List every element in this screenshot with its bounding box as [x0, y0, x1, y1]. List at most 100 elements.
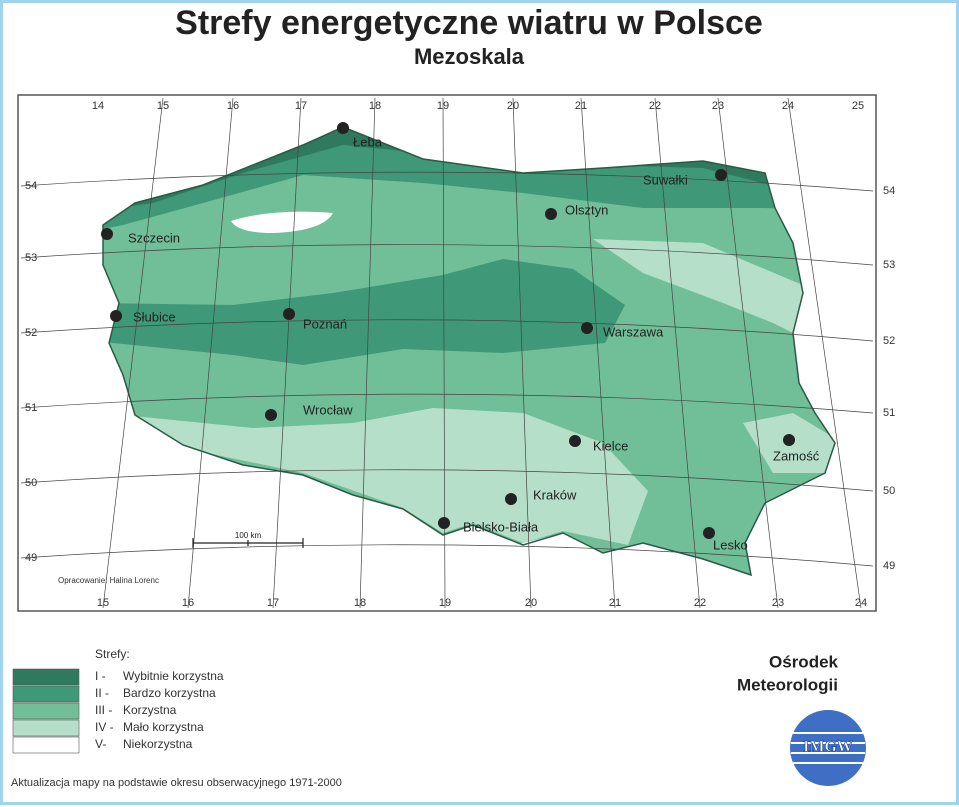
legend-code: II -	[95, 686, 109, 700]
map: 14 15 16 17 18 19 20 21 22 23 24 25 15 16 17 18 19 20 21 22…	[20, 97, 895, 609]
city-label: Warszawa	[603, 324, 664, 339]
city-dot	[783, 434, 795, 446]
longitude-label: 23	[712, 100, 724, 112]
meridian	[272, 97, 302, 609]
latitude-label: 49	[25, 552, 37, 564]
latitude-label: 50	[25, 477, 37, 489]
meridian	[654, 97, 701, 609]
city-label: Poznań	[303, 316, 347, 331]
city-label: Olsztyn	[565, 202, 608, 217]
parallel	[20, 244, 874, 266]
city-dot	[505, 493, 517, 505]
city-dot	[265, 409, 277, 421]
city-label: Suwałki	[643, 172, 688, 187]
meridian	[187, 97, 234, 609]
legend-swatch	[12, 685, 80, 703]
longitude-label: 16	[227, 100, 239, 112]
latitude-label: 53	[25, 252, 37, 264]
city-label: Łeba	[353, 134, 383, 149]
longitude-label: 15	[157, 100, 169, 112]
map-figure: Strefy energetyczne wiatru w Polsce Mezo…	[11, 4, 895, 789]
city-dot	[110, 310, 122, 322]
longitude-label: 22	[649, 100, 661, 112]
longitude-label: 20	[507, 100, 519, 112]
legend-code: V-	[95, 737, 106, 751]
longitude-label: 17	[295, 100, 307, 112]
longitude-label: 23	[772, 597, 784, 609]
latitude-label: 54	[25, 180, 37, 192]
city-dot	[283, 308, 295, 320]
legend: Strefy: I - Wybitnie korzystna II - Bardzo k…	[12, 647, 224, 754]
footer: Aktualizacja mapy na podstawie okresu ob…	[11, 777, 342, 789]
city-label: Zamość	[773, 448, 820, 463]
legend-swatch	[12, 668, 80, 686]
legend-swatch	[12, 702, 80, 720]
city-dot	[581, 322, 593, 334]
latitude-label: 51	[883, 407, 895, 419]
longitude-label: 21	[575, 100, 587, 112]
title: Strefy energetyczne wiatru w Polsce	[175, 4, 763, 42]
latitude-label: 49	[883, 560, 895, 572]
parallel	[20, 469, 874, 492]
latitude-label: 54	[883, 185, 895, 197]
longitude-label: 18	[369, 100, 381, 112]
country-outline	[102, 126, 836, 577]
parallel	[20, 393, 874, 414]
longitude-label: 19	[437, 100, 449, 112]
longitude-label: 16	[182, 597, 194, 609]
parallel	[20, 544, 874, 567]
latitude-label: 53	[883, 259, 895, 271]
longitude-label: 22	[694, 597, 706, 609]
latitude-label: 52	[883, 335, 895, 347]
longitude-label: 18	[354, 597, 366, 609]
zone-v-lake	[231, 211, 333, 233]
logo-text: IMGW	[803, 739, 853, 756]
meridian	[359, 97, 376, 609]
city-label: Słubice	[133, 309, 176, 324]
meridian	[787, 97, 862, 609]
logo-circle	[790, 710, 866, 786]
city-label: Lesko	[713, 537, 748, 552]
scale-label: 100 km	[235, 531, 262, 540]
longitude-label: 21	[609, 597, 621, 609]
longitude-label: 25	[852, 100, 864, 112]
longitude-label: 17	[267, 597, 279, 609]
legend-swatch	[12, 719, 80, 737]
longitude-label: 19	[439, 597, 451, 609]
meridian	[102, 97, 164, 609]
logo: IMGW	[790, 710, 866, 786]
latitude-label: 51	[25, 402, 37, 414]
city-label: Szczecin	[128, 230, 180, 245]
subtitle: Mezoskala	[414, 44, 525, 69]
parallel	[20, 319, 874, 342]
scale-bar	[192, 538, 304, 548]
legend-label: Wybitnie korzystna	[123, 669, 224, 683]
longitude-label: 15	[97, 597, 109, 609]
longitude-label: 24	[855, 597, 867, 609]
longitude-label: 14	[92, 100, 104, 112]
latitude-label: 50	[883, 485, 895, 497]
meridian	[717, 97, 779, 609]
legend-code: IV -	[95, 720, 114, 734]
zone-ii-center	[103, 259, 625, 365]
legend-title: Strefy:	[95, 647, 130, 661]
credit: Opracowanie: Halina Lorenc	[58, 576, 159, 585]
latitude-label: 52	[25, 327, 37, 339]
legend-label: Mało korzystna	[123, 720, 204, 734]
city-label: Kielce	[593, 438, 628, 453]
longitude-label: 24	[782, 100, 794, 112]
legend-label: Bardzo korzystna	[123, 686, 216, 700]
legend-code: III -	[95, 703, 112, 717]
zone-iv-south	[123, 408, 648, 545]
city-dot	[545, 208, 557, 220]
parallel	[20, 171, 874, 192]
longitude-label: 20	[525, 597, 537, 609]
legend-code: I -	[95, 669, 106, 683]
meridian	[512, 97, 532, 609]
legend-label: Niekorzystna	[123, 737, 193, 751]
city-dot	[438, 517, 450, 529]
logo-stripes	[791, 732, 865, 764]
city-dot	[569, 435, 581, 447]
city-dot	[715, 169, 727, 181]
